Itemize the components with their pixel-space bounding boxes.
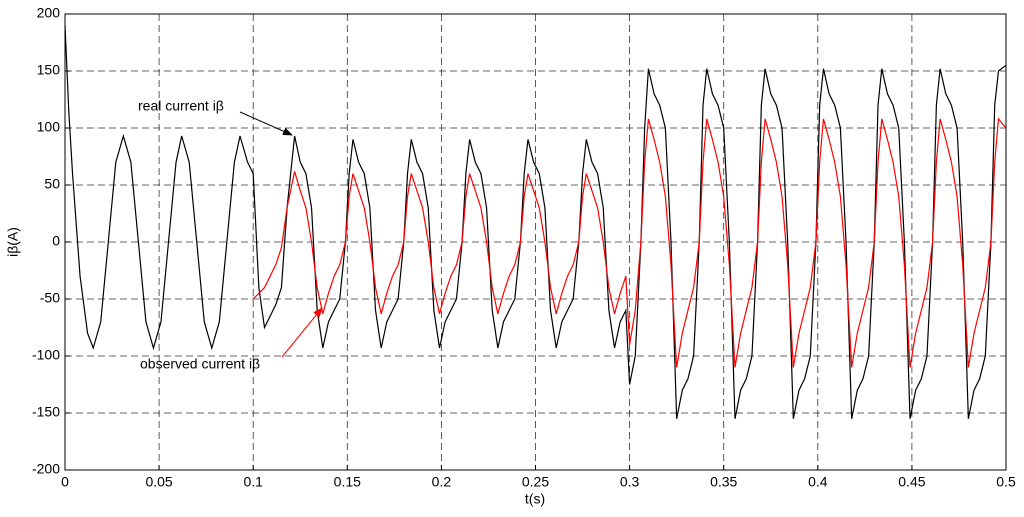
y-tick-label: -150 [32,404,60,420]
x-axis-label: t(s) [525,491,545,507]
y-tick-label: 50 [44,176,60,192]
x-tick-label: 0.4 [808,474,828,490]
plot-frame [64,13,1007,471]
x-tick-label: 0.1 [243,474,263,490]
annotation: real current iβ [138,98,224,114]
series-line [64,25,1007,419]
y-axis-label: iβ(A) [5,227,21,257]
grid [64,13,1007,471]
y-tick-label: 150 [37,62,61,78]
y-tick-label: 100 [37,119,61,135]
annotation-arrow [281,307,323,358]
plot-lines [64,25,1007,419]
x-tick-label: 0.3 [620,474,640,490]
x-tick-label: 0.45 [898,474,925,490]
y-tick-label: -50 [40,290,60,306]
y-tick-label: 0 [52,233,60,249]
x-tick-label: 0.2 [432,474,452,490]
annotation-arrow [239,111,293,136]
x-tick-label: 0.25 [522,474,549,490]
x-tick-label: 0.5 [996,474,1016,490]
y-tick-label: 200 [37,5,61,21]
x-tick-label: 0.15 [334,474,361,490]
x-tick-label: 0.05 [145,474,172,490]
x-tick-label: 0 [61,474,69,490]
y-tick-label: -200 [32,461,60,477]
annotation: observed current iβ [140,356,260,372]
series-line [252,117,1007,368]
x-tick-label: 0.35 [710,474,737,490]
y-tick-label: -100 [32,347,60,363]
